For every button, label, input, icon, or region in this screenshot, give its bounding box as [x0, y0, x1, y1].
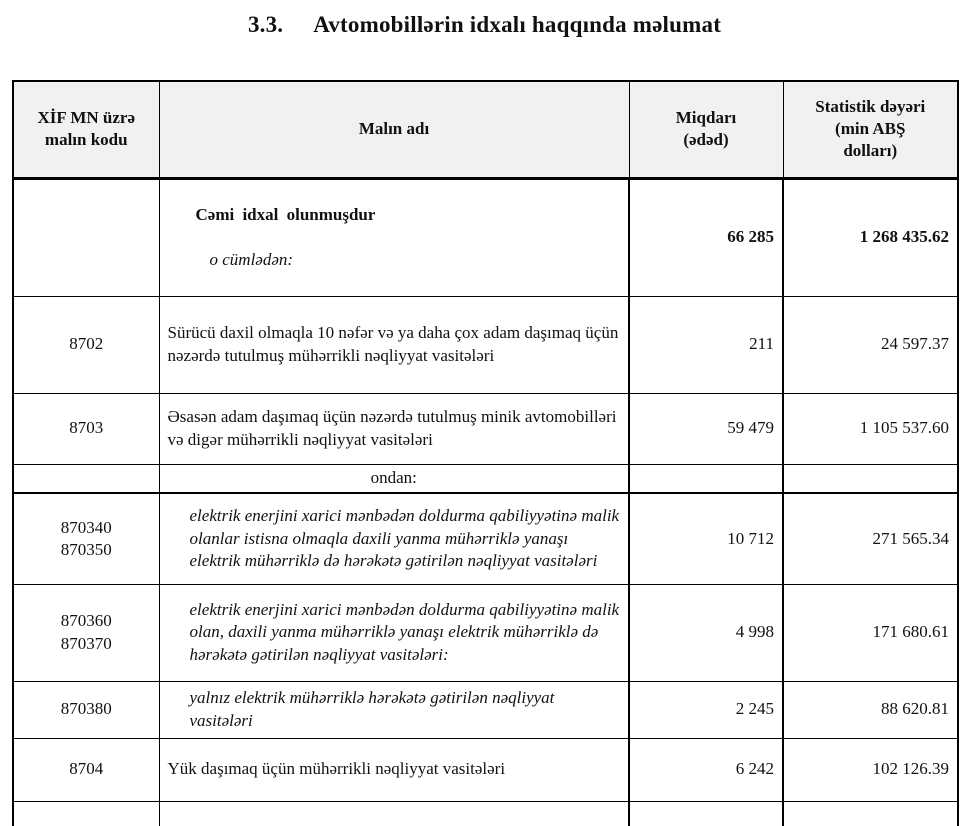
cell-name: Cəmi idxal olunmuşdur o cümlədən:	[158, 177, 630, 297]
cell-name: Yük daşımaq üçün mühərrikli nəqliyyat va…	[158, 737, 630, 802]
cell-quantity: 211	[628, 295, 784, 394]
table-row: 8703 Əsasən adam daşımaq üçün nəzərdə tu…	[12, 392, 959, 465]
cell-name: Xüsusi təyinatlı mühərrikli nəqliyyat va…	[158, 800, 630, 826]
cell-code: 870360 870370	[12, 583, 160, 682]
imports-table: XİF MN üzrə malın kodu Malın adı Miqdarı…	[12, 80, 959, 826]
header-value: Statistik dəyəri (min ABŞ dolları)	[782, 80, 959, 180]
table-row: 870360 870370 elektrik enerjini xarici m…	[12, 583, 959, 682]
cell-value: 1 268 435.62	[782, 177, 959, 297]
total-sublabel: o cümlədən:	[209, 249, 294, 269]
cell-value: 36 174.27	[782, 800, 959, 826]
table-row: ondan:	[12, 463, 959, 495]
table-row: 8705 Xüsusi təyinatlı mühərrikli nəqliyy…	[12, 800, 959, 826]
cell-name: elektrik enerjini xarici mənbədən doldur…	[158, 583, 630, 682]
cell-value	[782, 463, 959, 495]
cell-name: Əsasən adam daşımaq üçün nəzərdə tutulmu…	[158, 392, 630, 465]
cell-quantity: 4 998	[628, 583, 784, 682]
total-label: Cəmi idxal olunmuşdur	[195, 204, 376, 224]
cell-name: Sürücü daxil olmaqla 10 nəfər və ya daha…	[158, 295, 630, 394]
cell-value: 1 105 537.60	[782, 392, 959, 465]
cell-code	[12, 463, 160, 495]
cell-quantity: 66 285	[628, 177, 784, 297]
cell-quantity: 353	[628, 800, 784, 826]
page-title: 3.3. Avtomobillərin idxalı haqqında məlum…	[0, 12, 969, 38]
header-quantity: Miqdarı (ədəd)	[628, 80, 784, 180]
cell-value: 102 126.39	[782, 737, 959, 802]
cell-name: yalnız elektrik mühərriklə hərəkətə gəti…	[158, 680, 630, 739]
section-number: 3.3.	[247, 12, 284, 37]
table-row: Cəmi idxal olunmuşdur o cümlədən: 66 285…	[12, 177, 959, 297]
header-code: XİF MN üzrə malın kodu	[12, 80, 160, 180]
header-name: Malın adı	[158, 80, 630, 180]
table-row: 8702 Sürücü daxil olmaqla 10 nəfər və ya…	[12, 295, 959, 394]
cell-quantity	[628, 463, 784, 495]
cell-quantity: 59 479	[628, 392, 784, 465]
cell-value: 24 597.37	[782, 295, 959, 394]
cell-code: 8702	[12, 295, 160, 394]
cell-code: 8704	[12, 737, 160, 802]
cell-code	[12, 177, 160, 297]
cell-quantity: 10 712	[628, 492, 784, 585]
cell-value: 271 565.34	[782, 492, 959, 585]
cell-value: 88 620.81	[782, 680, 959, 739]
cell-name: elektrik enerjini xarici mənbədən doldur…	[158, 492, 630, 585]
cell-quantity: 6 242	[628, 737, 784, 802]
section-title-text: Avtomobillərin idxalı haqqında məlumat	[313, 12, 722, 37]
cell-value: 171 680.61	[782, 583, 959, 682]
cell-name: ondan:	[158, 463, 630, 495]
table-row: 870380 yalnız elektrik mühərriklə hərəkə…	[12, 680, 959, 739]
table-row: 870340 870350 elektrik enerjini xarici m…	[12, 492, 959, 585]
cell-code: 870380	[12, 680, 160, 739]
cell-quantity: 2 245	[628, 680, 784, 739]
table-row: 8704 Yük daşımaq üçün mühərrikli nəqliyy…	[12, 737, 959, 802]
table-header-row: XİF MN üzrə malın kodu Malın adı Miqdarı…	[12, 80, 959, 180]
cell-code: 870340 870350	[12, 492, 160, 585]
cell-code: 8703	[12, 392, 160, 465]
cell-code: 8705	[12, 800, 160, 826]
